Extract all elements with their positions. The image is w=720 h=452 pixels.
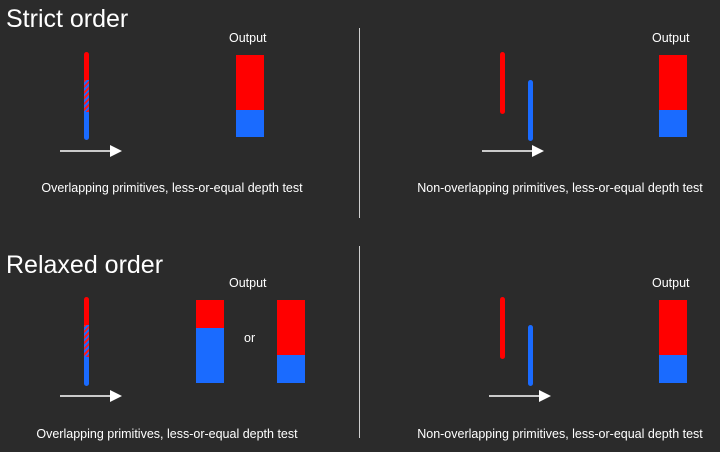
- arrow-right-icon: [489, 390, 551, 402]
- caption-overlapping: Overlapping primitives, less-or-equal de…: [41, 181, 303, 195]
- output-red-region: [659, 55, 687, 110]
- caption-non-overlapping: Non-overlapping primitives, less-or-equa…: [417, 427, 703, 441]
- output-blue-region: [659, 110, 687, 137]
- blue-primitive: [528, 80, 533, 141]
- divider-top: [359, 28, 360, 218]
- strict-order-title: Strict order: [6, 5, 129, 33]
- arrow-right-icon: [60, 145, 122, 157]
- output-block: [236, 55, 264, 137]
- arrow-right-icon: [60, 390, 122, 402]
- red-primitive: [84, 52, 89, 82]
- output-blue-region: [277, 355, 305, 383]
- overlap-region: [84, 80, 89, 112]
- output-block-option-a: [196, 300, 224, 383]
- relaxed-order-title: Relaxed order: [6, 251, 164, 279]
- caption-overlapping: Overlapping primitives, less-or-equal de…: [36, 427, 298, 441]
- output-blue-region: [196, 328, 224, 383]
- overlapping-primitives: [84, 297, 89, 386]
- output-red-region: [277, 300, 305, 355]
- blue-primitive: [84, 112, 89, 140]
- output-block: [659, 300, 687, 383]
- overlapping-primitives: [84, 52, 89, 140]
- arrow-right-icon: [482, 145, 544, 157]
- output-blue-region: [659, 355, 687, 383]
- output-block-option-b: [277, 300, 305, 383]
- output-label: Output: [229, 31, 267, 45]
- output-red-region: [196, 300, 224, 328]
- caption-non-overlapping: Non-overlapping primitives, less-or-equa…: [417, 181, 703, 195]
- output-red-region: [236, 55, 264, 110]
- red-primitive: [500, 52, 505, 114]
- red-primitive: [84, 297, 89, 327]
- output-red-region: [659, 300, 687, 355]
- output-label: Output: [229, 276, 267, 290]
- divider-bottom: [359, 246, 360, 438]
- red-primitive: [500, 297, 505, 359]
- output-blue-region: [236, 110, 264, 137]
- blue-primitive: [528, 325, 533, 386]
- blue-primitive: [84, 357, 89, 386]
- output-label: Output: [652, 31, 690, 45]
- or-label: or: [244, 331, 256, 345]
- overlap-region: [84, 325, 89, 357]
- output-label: Output: [652, 276, 690, 290]
- output-block: [659, 55, 687, 137]
